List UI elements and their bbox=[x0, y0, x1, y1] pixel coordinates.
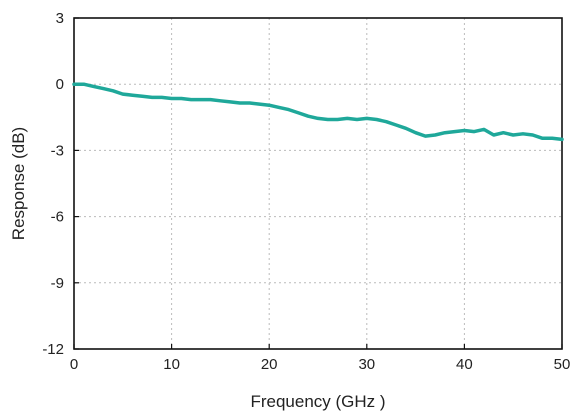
x-tick-label: 0 bbox=[70, 356, 78, 373]
tick-marks bbox=[73, 17, 563, 350]
y-axis-tick-labels: 3 0 -3 -6 -9 -12 bbox=[42, 10, 64, 358]
y-tick-label: -6 bbox=[51, 209, 64, 226]
y-tick-label: 3 bbox=[56, 10, 64, 27]
x-tick-label: 20 bbox=[261, 356, 278, 373]
response-series-line bbox=[72, 82, 564, 142]
y-tick-label: 0 bbox=[56, 76, 64, 93]
y-tick-label: -12 bbox=[42, 341, 64, 358]
grid bbox=[74, 18, 562, 349]
y-tick-label: -3 bbox=[51, 142, 64, 159]
y-tick-label: -9 bbox=[51, 275, 64, 292]
x-tick-label: 40 bbox=[456, 356, 473, 373]
x-tick-label: 50 bbox=[554, 356, 571, 373]
plot-area-frame bbox=[73, 17, 563, 350]
series-layer bbox=[72, 82, 564, 142]
x-tick-label: 30 bbox=[358, 356, 375, 373]
y-axis-title: Response (dB) bbox=[9, 127, 28, 240]
x-tick-label: 10 bbox=[163, 356, 180, 373]
x-axis-title: Frequency (GHz ) bbox=[250, 392, 385, 411]
x-axis-tick-labels: 0 10 20 30 40 50 bbox=[70, 356, 571, 373]
